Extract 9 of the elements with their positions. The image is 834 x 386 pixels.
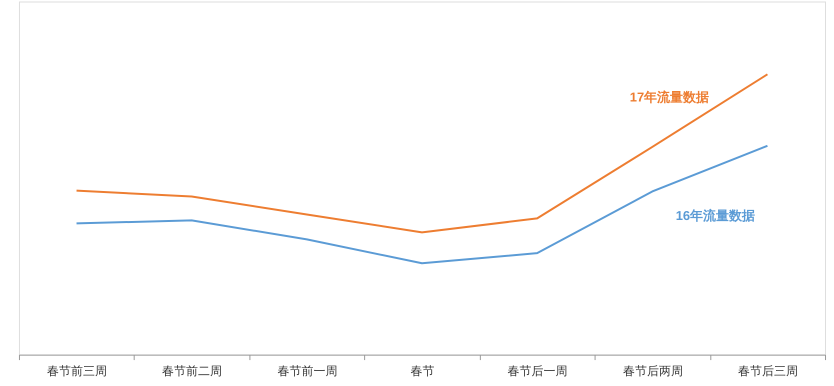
x-tick-label: 春节前一周 bbox=[277, 364, 338, 378]
x-tick-label: 春节后一周 bbox=[508, 364, 568, 378]
series-label: 17年流量数据 bbox=[630, 89, 710, 104]
series-label: 16年流量数据 bbox=[676, 208, 756, 224]
x-tick-label: 春节前三周 bbox=[47, 364, 108, 378]
x-tick-label: 春节前二周 bbox=[162, 364, 222, 378]
x-tick-label: 春节后两周 bbox=[622, 364, 683, 378]
x-tick-label: 春节 bbox=[410, 364, 434, 378]
x-tick-label: 春节后三周 bbox=[738, 364, 798, 378]
